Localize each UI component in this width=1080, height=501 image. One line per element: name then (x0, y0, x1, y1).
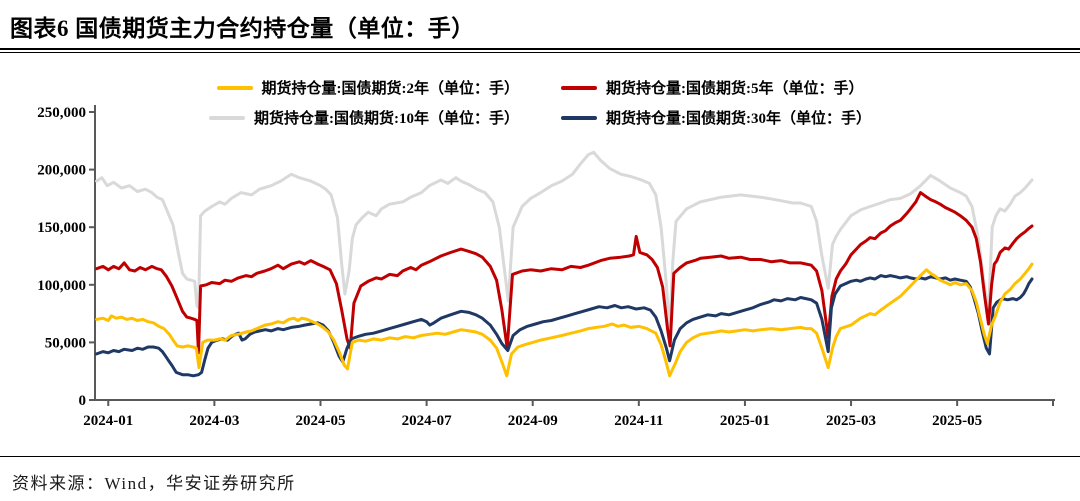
legend-swatch-2y-icon (216, 85, 253, 90)
x-tick-label: 2025-03 (826, 413, 876, 429)
legend-label-30y: 期货持仓量:国债期货:30年（单位：手） (606, 111, 871, 127)
y-tick-label: 150,000 (37, 220, 86, 236)
title-divider (0, 48, 1080, 53)
series-line-30y (95, 274, 1034, 378)
legend-label-5y: 期货持仓量:国债期货:5年（单位：手） (606, 81, 864, 97)
x-tick-label: 2024-11 (614, 413, 663, 429)
legend-row-2: 期货持仓量:国债期货:10年（单位：手） 期货持仓量:国债期货:30年（单位：手… (209, 107, 871, 128)
source-divider (0, 456, 1080, 457)
legend-swatch-5y-icon (561, 85, 597, 90)
y-tick-label: 100,000 (37, 278, 86, 294)
legend-label-2y: 期货持仓量:国债期货:2年（单位：手） (261, 81, 520, 97)
legend-item-30y: 期货持仓量:国债期货:30年（单位：手） (561, 107, 871, 128)
y-tick-label: 250,000 (37, 105, 86, 121)
y-tick-label: 0 (79, 393, 87, 409)
legend-item-10y: 期货持仓量:国债期货:10年（单位：手） (209, 107, 519, 128)
legend-row-1: 期货持仓量:国债期货:2年（单位：手） 期货持仓量:国债期货:5年（单位：手） (216, 77, 864, 98)
chart-area: 0 50,000 100,000 150,000 200,000 250,000 2024-… (0, 53, 1080, 450)
source-note: 资料来源：Wind，华安证券研究所 (12, 474, 296, 493)
legend-swatch-30y-icon (561, 115, 597, 120)
legend-item-2y: 期货持仓量:国债期货:2年（单位：手） (216, 77, 520, 98)
y-tick-label: 200,000 (37, 163, 86, 179)
series-line-10y (95, 150, 1034, 335)
x-tick-label: 2024-05 (295, 413, 345, 429)
x-tick-label: 2025-05 (932, 413, 982, 429)
x-tick-label: 2024-01 (83, 413, 133, 429)
series-line-2y (95, 262, 1034, 378)
y-tick-label: 50,000 (45, 335, 86, 351)
line-chart: 0 50,000 100,000 150,000 200,000 250,000 2024-… (37, 105, 1055, 429)
legend-item-5y: 期货持仓量:国债期货:5年（单位：手） (561, 77, 864, 98)
chart-legend: 期货持仓量:国债期货:2年（单位：手） 期货持仓量:国债期货:5年（单位：手） … (0, 77, 1080, 128)
legend-swatch-10y-icon (209, 115, 245, 120)
x-tick-label: 2025-01 (720, 413, 770, 429)
x-tick-label: 2024-07 (402, 413, 452, 429)
figure-title: 图表6 国债期货主力合约持仓量（单位：手） (10, 16, 475, 41)
x-tick-label: 2024-09 (508, 413, 558, 429)
x-tick-label: 2024-03 (189, 413, 239, 429)
legend-label-10y: 期货持仓量:国债期货:10年（单位：手） (254, 111, 519, 127)
series-line-5y (95, 191, 1034, 355)
